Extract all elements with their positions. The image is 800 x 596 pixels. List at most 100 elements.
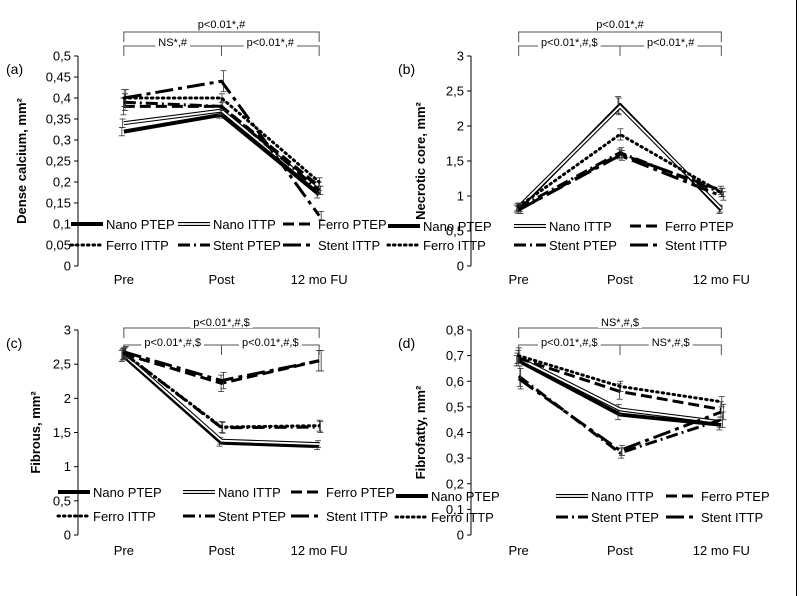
panel-label: (c) <box>6 335 22 351</box>
series-line <box>123 108 321 192</box>
series-stent-ittp <box>517 150 727 214</box>
x-tick-label: Post <box>208 543 234 558</box>
panel-d: (d) Fibrofatty, mm² 0 0,1 0,2 0,3 0,4 0,5 0,6 0,7… <box>394 315 770 558</box>
series-stent-ptep <box>516 365 726 459</box>
y-tick-label: 0,4 <box>53 91 71 106</box>
y-tick-label: 0 <box>64 528 71 543</box>
series-line-inner <box>123 353 320 446</box>
y-tick-label: 1,5 <box>446 154 464 169</box>
legend-item: Ferro ITTP <box>56 509 156 524</box>
series-ferro-ittp <box>516 347 725 408</box>
y-tick-label: 0,5 <box>446 224 464 239</box>
legend-label: Ferro ITTP <box>93 509 156 524</box>
legend-item: Nano ITTP <box>178 217 276 232</box>
x-tick-label: Post <box>607 543 633 558</box>
legend-item: Ferro PTEP <box>291 485 395 500</box>
legend-label: Ferro PTEP <box>318 217 387 232</box>
x-tick-label: 12 mo FU <box>693 272 750 287</box>
y-tick-label: 0,15 <box>46 196 71 211</box>
panel-label: (b) <box>398 61 415 77</box>
series-stent-ptep <box>122 347 324 434</box>
series-line <box>517 153 722 212</box>
legend-label: Stent ITTP <box>701 510 763 525</box>
bracket-label-bg <box>593 17 647 30</box>
legend-item: Ferro ITTP <box>386 238 486 253</box>
bracket-label-bg <box>648 335 693 348</box>
legend-label: Stent ITTP <box>326 509 388 524</box>
y-tick-label: 0,6 <box>446 374 464 389</box>
legend-item: Nano ITTP <box>183 485 281 500</box>
series-line <box>517 150 722 210</box>
bracket-label-bg <box>643 35 698 48</box>
y-tick-label: 0 <box>457 259 464 274</box>
y-tick-label: 1,5 <box>53 425 71 440</box>
x-tick-label: Pre <box>114 272 134 287</box>
bracket-label-bg <box>243 35 298 48</box>
significance-label: p<0.01*,# <box>247 37 295 49</box>
y-tick-label: 0 <box>457 528 464 543</box>
y-tick-label: 0,1 <box>446 502 464 517</box>
significance-label: p<0.01*,#,$ <box>193 317 250 329</box>
bracket-label-bg <box>538 35 601 48</box>
x-tick-label: Post <box>208 272 234 287</box>
y-tick-label: 0,35 <box>46 112 71 127</box>
series-nano-ittp <box>119 106 321 195</box>
legend-item: Stent PTEP <box>178 238 281 253</box>
y-axis-title: Fibrous, mm² <box>28 391 43 474</box>
series-stent-ittp <box>122 345 325 390</box>
significance-label: p<0.01*,#,$ <box>541 37 598 49</box>
series-line <box>123 79 321 217</box>
x-tick-label: 12 mo FU <box>291 543 348 558</box>
y-tick-label: 2,5 <box>53 357 71 372</box>
bracket-label-bg <box>190 315 253 328</box>
significance-label: p<0.01*,# <box>596 19 644 31</box>
y-tick-label: 0,3 <box>446 451 464 466</box>
bracket-label-bg <box>141 335 204 348</box>
x-tick-label: Pre <box>114 543 134 558</box>
legend-label: Ferro ITTP <box>431 510 494 525</box>
y-tick-label: 2,5 <box>446 84 464 99</box>
x-tick-label: Post <box>607 272 633 287</box>
legend-label: Nano PTEP <box>431 489 500 504</box>
bracket-label-bg <box>598 315 642 328</box>
series-ferro-ittp <box>121 347 323 433</box>
legend-label: Nano ITTP <box>549 219 612 234</box>
significance-label: p<0.01*,#,$ <box>144 337 201 349</box>
significance-label: NS*,#,$ <box>652 337 690 349</box>
series-stent-ittp <box>122 70 325 221</box>
legend-label: Nano ITTP <box>213 217 276 232</box>
panel-c: (c) Fibrous, mm² 0 0,5 1 1,5 2 2,5 3 Pre Post 12 mo… <box>6 315 395 558</box>
legend: Nano PTEP Nano ITTP Ferro PTEP Ferro ITTP St… <box>69 217 387 253</box>
legend-item: Nano ITTP <box>556 489 654 504</box>
legend-item: Ferro PTEP <box>283 217 387 232</box>
legend-item: Nano PTEP <box>396 489 500 504</box>
y-tick-label: 0,1 <box>53 217 71 232</box>
legend-item: Ferro ITTP <box>394 510 494 525</box>
legend-label: Ferro ITTP <box>106 238 169 253</box>
x-tick-label: 12 mo FU <box>291 272 348 287</box>
y-tick-label: 0,05 <box>46 238 71 253</box>
x-tick-label: 12 mo FU <box>693 543 750 558</box>
legend-label: Ferro PTEP <box>326 485 395 500</box>
y-tick-label: 0,2 <box>446 476 464 491</box>
series-line <box>517 354 723 404</box>
series-stent-ptep <box>122 93 324 196</box>
bracket-label-bg <box>194 17 249 30</box>
series-nano-ptep <box>118 111 321 199</box>
series-line <box>517 132 723 208</box>
panel-a: (a) Dense calcium, mm² 0 0,05 0,1 0,15 0,2 0,25… <box>6 17 387 287</box>
bracket-label-bg <box>155 35 191 48</box>
series-nano-ittp <box>119 348 321 448</box>
legend-label: Nano PTEP <box>106 217 175 232</box>
legend-item: Nano ITTP <box>514 219 612 234</box>
panel-label: (d) <box>398 335 415 351</box>
significance-bracket <box>518 31 722 42</box>
y-tick-label: 2 <box>457 119 464 134</box>
y-tick-label: 0,3 <box>53 133 71 148</box>
y-tick-label: 0,5 <box>53 493 71 508</box>
y-tick-label: 0,8 <box>446 323 464 338</box>
legend-item: Stent ITTP <box>283 238 380 253</box>
legend-label: Stent ITTP <box>665 238 727 253</box>
y-axis-title: Necrotic core, mm² <box>413 101 428 219</box>
